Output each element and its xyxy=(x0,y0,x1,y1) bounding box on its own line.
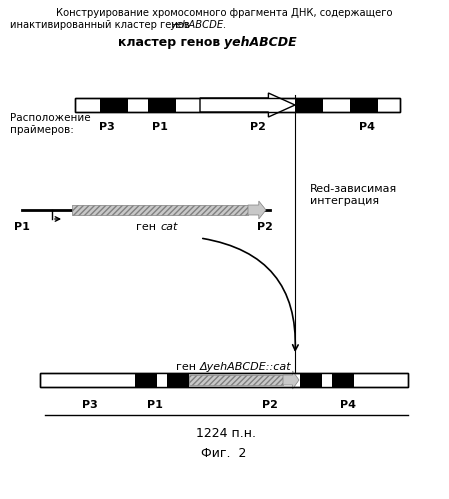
Text: Конструирование хромосомного фрагмента ДНК, содержащего: Конструирование хромосомного фрагмента Д… xyxy=(56,8,392,18)
Text: ген: ген xyxy=(136,222,160,232)
Text: 1224 п.н.: 1224 п.н. xyxy=(197,427,256,440)
Text: P1: P1 xyxy=(14,222,30,232)
Text: yehABCDE.: yehABCDE. xyxy=(170,20,226,30)
Bar xyxy=(40,373,408,387)
Text: Red-зависимая
интеграция: Red-зависимая интеграция xyxy=(310,184,397,206)
Bar xyxy=(167,373,189,387)
Text: ΔyehABCDE::cat: ΔyehABCDE::cat xyxy=(200,362,291,372)
Bar xyxy=(135,373,157,387)
Text: P2: P2 xyxy=(250,122,266,132)
Bar xyxy=(322,373,332,387)
Text: инактивированный кластер генов: инактивированный кластер генов xyxy=(10,20,193,30)
Polygon shape xyxy=(283,371,299,389)
Text: P3: P3 xyxy=(82,400,98,410)
Text: yehABCDE: yehABCDE xyxy=(224,36,297,49)
Text: P1: P1 xyxy=(152,122,168,132)
Text: Расположение
праймеров:: Расположение праймеров: xyxy=(10,113,91,135)
Bar xyxy=(300,373,322,387)
Bar xyxy=(72,205,248,215)
Bar xyxy=(40,373,408,387)
Text: P2: P2 xyxy=(257,222,273,232)
Text: P3: P3 xyxy=(99,122,115,132)
Bar xyxy=(295,98,323,112)
Bar xyxy=(75,98,400,112)
Bar xyxy=(100,98,128,112)
Bar xyxy=(332,373,354,387)
Bar xyxy=(350,98,378,112)
Bar xyxy=(157,373,167,387)
Bar xyxy=(75,98,400,112)
Text: P4: P4 xyxy=(340,400,356,410)
Text: Фиг.  2: Фиг. 2 xyxy=(201,447,247,460)
Text: ген: ген xyxy=(176,362,200,372)
Polygon shape xyxy=(248,201,266,219)
Polygon shape xyxy=(200,93,295,117)
Bar xyxy=(189,375,283,385)
Bar xyxy=(148,98,176,112)
Text: кластер генов: кластер генов xyxy=(118,36,224,49)
Text: P1: P1 xyxy=(147,400,163,410)
Text: P4: P4 xyxy=(359,122,375,132)
Text: cat: cat xyxy=(160,222,177,232)
Text: P2: P2 xyxy=(262,400,278,410)
